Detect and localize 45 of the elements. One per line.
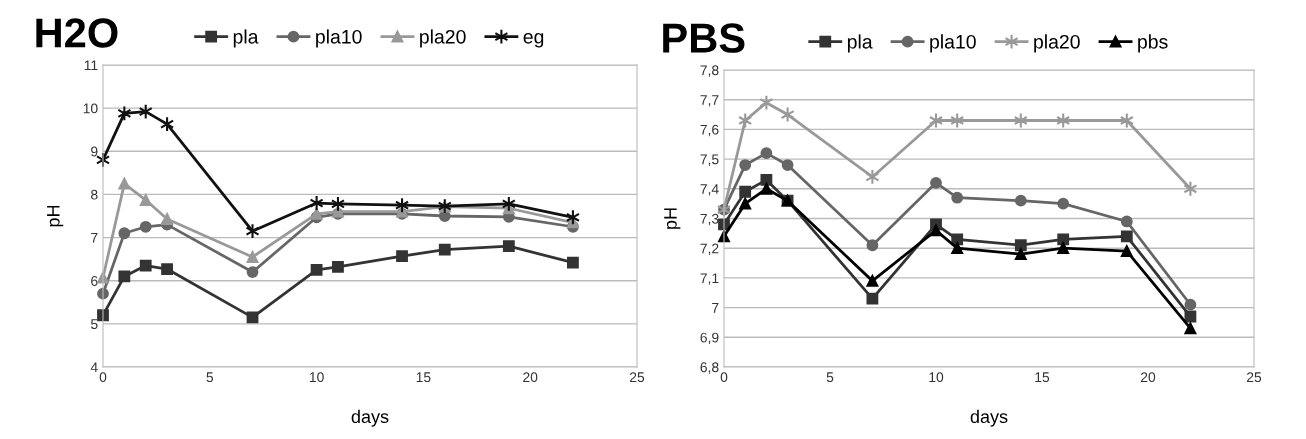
x-tick-label: 25 [629,372,645,383]
y-tick-label: 7,6 [700,124,719,137]
x-tick-label: 0 [720,372,728,383]
x-tick-label: 15 [1035,372,1050,383]
x-tick-label: 20 [523,372,538,383]
x-tick-label: 15 [416,372,431,383]
y-tick-label: 4 [90,362,98,373]
x-tick-label: 20 [1140,372,1156,383]
legend-label: pla [233,29,259,48]
y-tick-label: 6 [91,276,98,286]
y-tick-label: 7 [91,233,98,243]
x-axis-title: days [970,409,1008,427]
y-tick-label: 8 [91,189,98,200]
chart-title: PBS [663,23,745,53]
y-tick-label: 7,2 [700,243,719,256]
y-axis-title: pH [664,208,681,229]
x-axis-title: days [351,409,389,427]
y-tick-label: 5 [90,319,98,330]
chart-title: H2O [36,18,118,48]
y-tick-label: 7,4 [700,184,719,196]
x-tick-label: 25 [1246,372,1262,383]
legend-label: pla10 [316,29,362,48]
x-tick-label: 5 [206,372,214,383]
x-tick-label: 10 [309,372,324,383]
y-tick-label: 6,8 [700,362,719,374]
x-tick-label: 10 [929,372,944,383]
y-tick-label: 7,1 [700,273,719,285]
legend-label: pla [847,34,873,53]
x-tick-label: 0 [99,372,107,383]
legend-label: pla10 [930,34,976,53]
y-tick-label: 7,8 [700,65,719,77]
y-axis-title: pH [47,205,64,227]
x-tick-label: 5 [826,372,834,383]
y-tick-label: 9 [91,146,98,157]
legend-label: pla20 [1034,34,1080,53]
y-tick-label: 7,5 [700,154,719,166]
legend-label: pla20 [420,29,466,48]
y-tick-label: 7,3 [700,213,719,226]
legend-label: pbs [1138,34,1168,53]
y-tick-label: 6,9 [700,332,719,345]
y-tick-label: 11 [84,60,98,71]
legend-label: eg [523,33,544,48]
y-tick-label: 7,7 [700,95,719,107]
y-tick-label: 10 [83,103,98,114]
y-tick-label: 7 [712,303,719,313]
